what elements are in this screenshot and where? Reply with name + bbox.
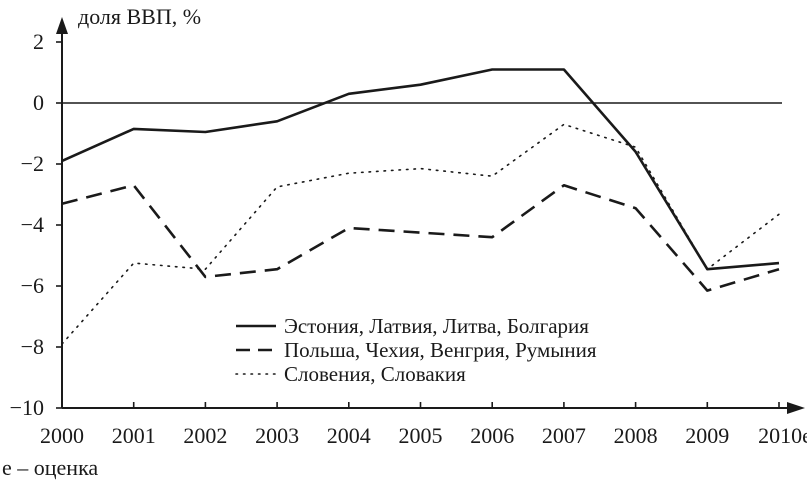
y-tick-label: −6 xyxy=(21,273,44,298)
x-axis-arrow xyxy=(787,402,805,414)
estimate-note: e – оценка xyxy=(2,455,98,480)
legend-label: Словения, Словакия xyxy=(284,362,466,386)
y-axis-label: доля ВВП, % xyxy=(78,4,201,29)
y-tick-label: −8 xyxy=(21,334,44,359)
x-tick-label: 2008 xyxy=(614,423,658,448)
y-tick-label: 0 xyxy=(33,90,44,115)
y-tick-label: −10 xyxy=(10,395,44,420)
legend-label: Польша, Чехия, Венгрия, Румыния xyxy=(284,338,597,362)
x-ticks: 2000 2001 2002 2003 2004 2005 2006 2007 2008 2009… xyxy=(40,402,807,448)
y-tick-label: −2 xyxy=(21,151,44,176)
legend-label: Эстония, Латвия, Литва, Болгария xyxy=(284,314,589,338)
x-tick-label: 2009 xyxy=(685,423,729,448)
legend: Эстония, Латвия, Литва, БолгарияПольша, … xyxy=(228,310,688,392)
x-tick-label: 2000 xyxy=(40,423,84,448)
x-tick-label: 2002 xyxy=(183,423,227,448)
y-tick-label: 2 xyxy=(33,29,44,54)
x-tick-label: 2004 xyxy=(327,423,371,448)
y-ticks: 2 0 −2 −4 −6 −8 −10 xyxy=(10,29,62,420)
x-tick-label: 2010e xyxy=(758,423,807,448)
series-line-dashed xyxy=(61,184,780,292)
series-lines xyxy=(61,68,780,345)
x-tick-label: 2003 xyxy=(255,423,299,448)
x-tick-label: 2006 xyxy=(470,423,514,448)
series-line-solid xyxy=(61,68,780,271)
x-tick-label: 2007 xyxy=(542,423,586,448)
legend-background xyxy=(228,310,688,392)
x-tick-label: 2005 xyxy=(399,423,443,448)
x-tick-label: 2001 xyxy=(112,423,156,448)
y-tick-label: −4 xyxy=(21,212,44,237)
y-axis-arrow xyxy=(56,17,68,34)
